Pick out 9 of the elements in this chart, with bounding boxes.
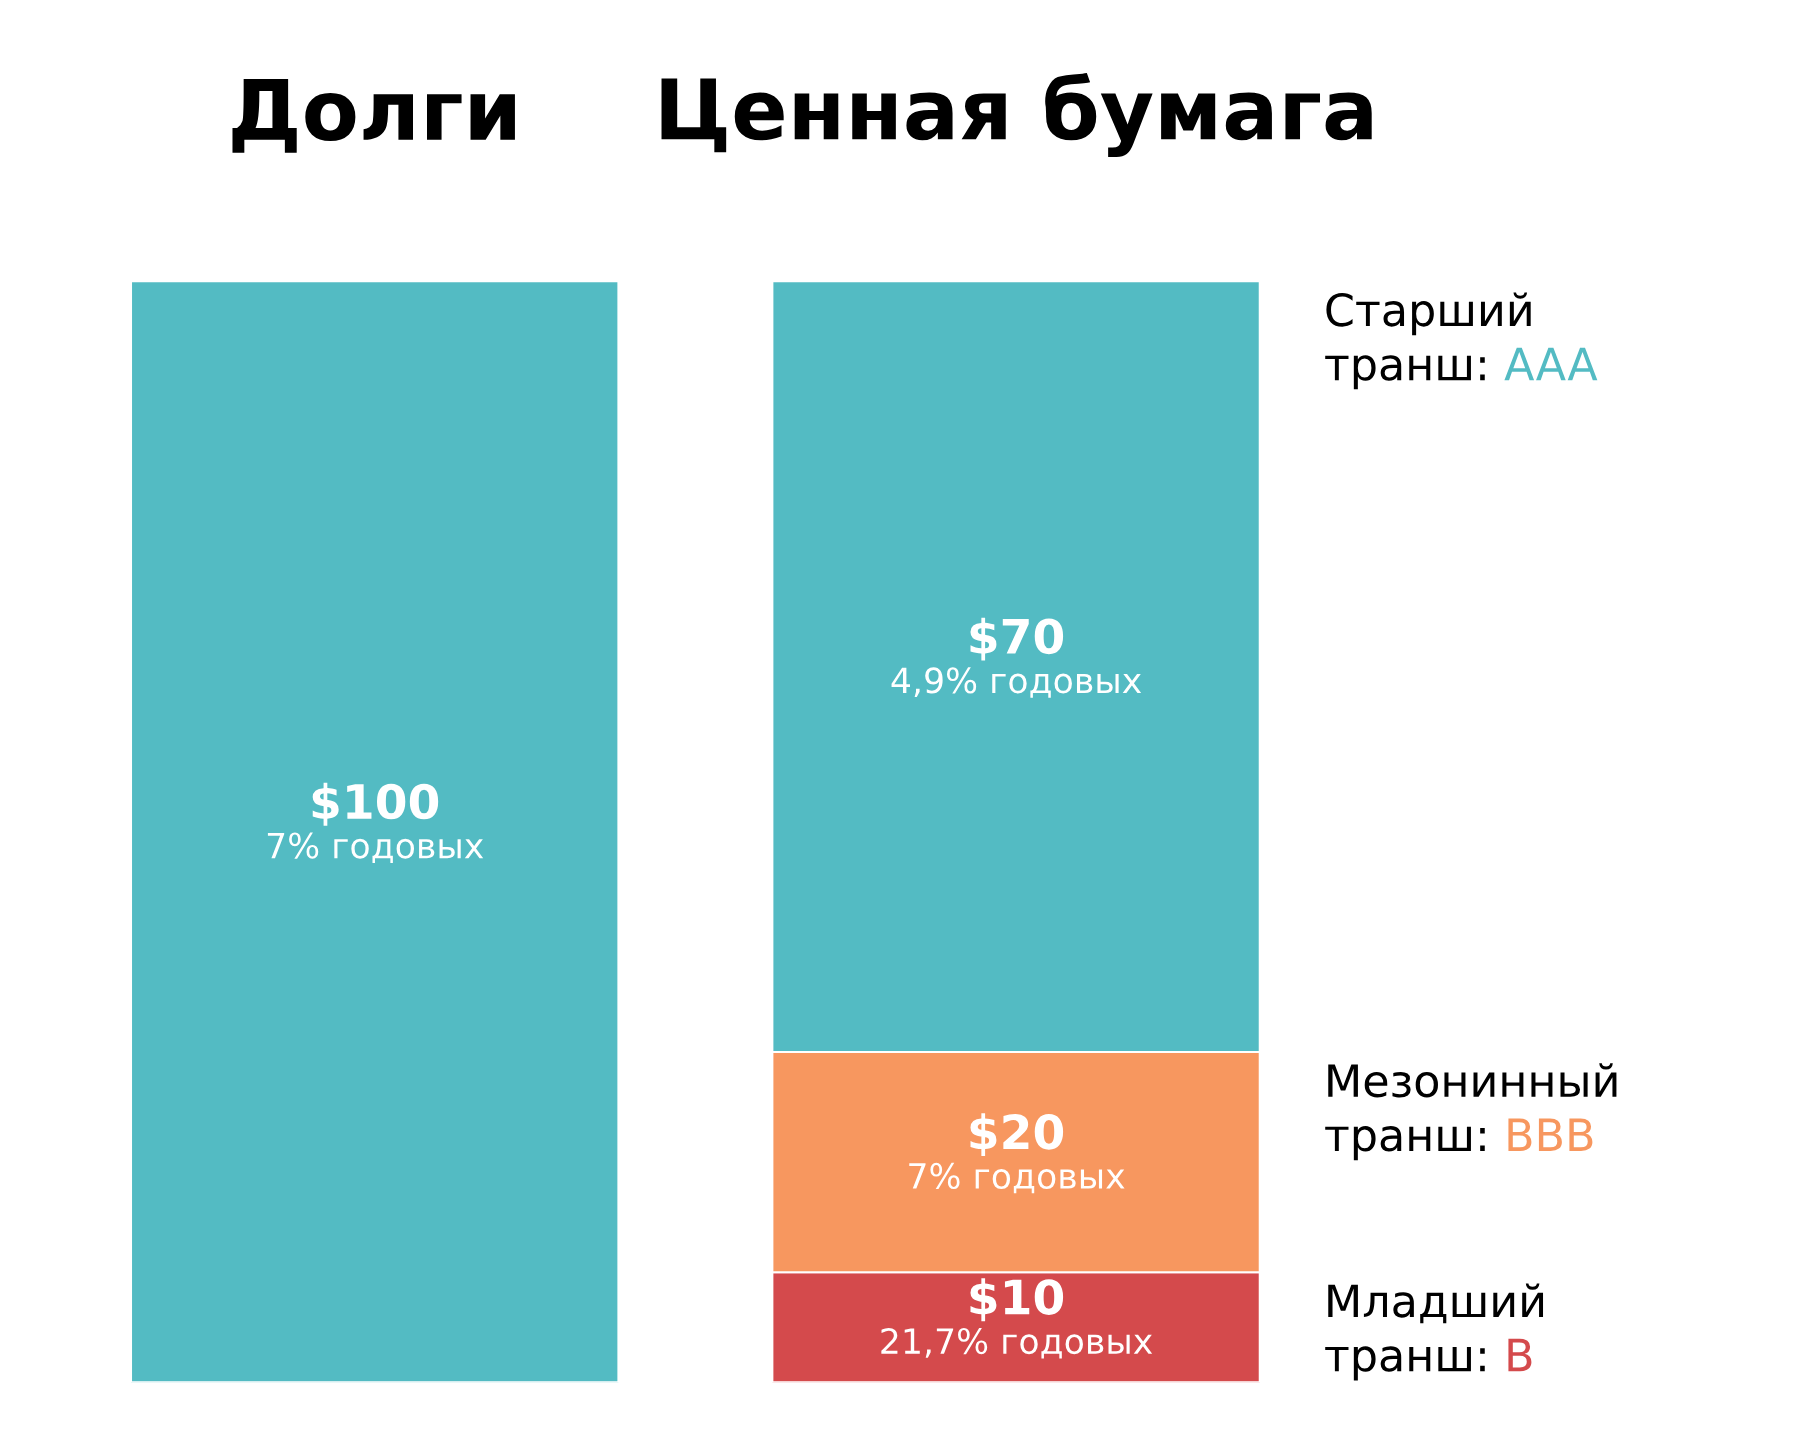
series-label: Младший транш: B: [1325, 1283, 1544, 1381]
data-label: $70 4,9% годовых: [891, 617, 1142, 698]
series-label: Мезонинный транш: BBB: [1325, 1063, 1617, 1161]
series-label: Старший транш: AAA: [1325, 292, 1598, 390]
x-tick-label: Долги: [232, 79, 515, 153]
data-label: $10 21,7% годовых: [881, 1278, 1153, 1359]
data-label: $100 7% годовых: [267, 782, 484, 863]
x-tick-label: Ценная бумага: [661, 73, 1372, 158]
data-label: $20 7% годовых: [909, 1113, 1125, 1194]
